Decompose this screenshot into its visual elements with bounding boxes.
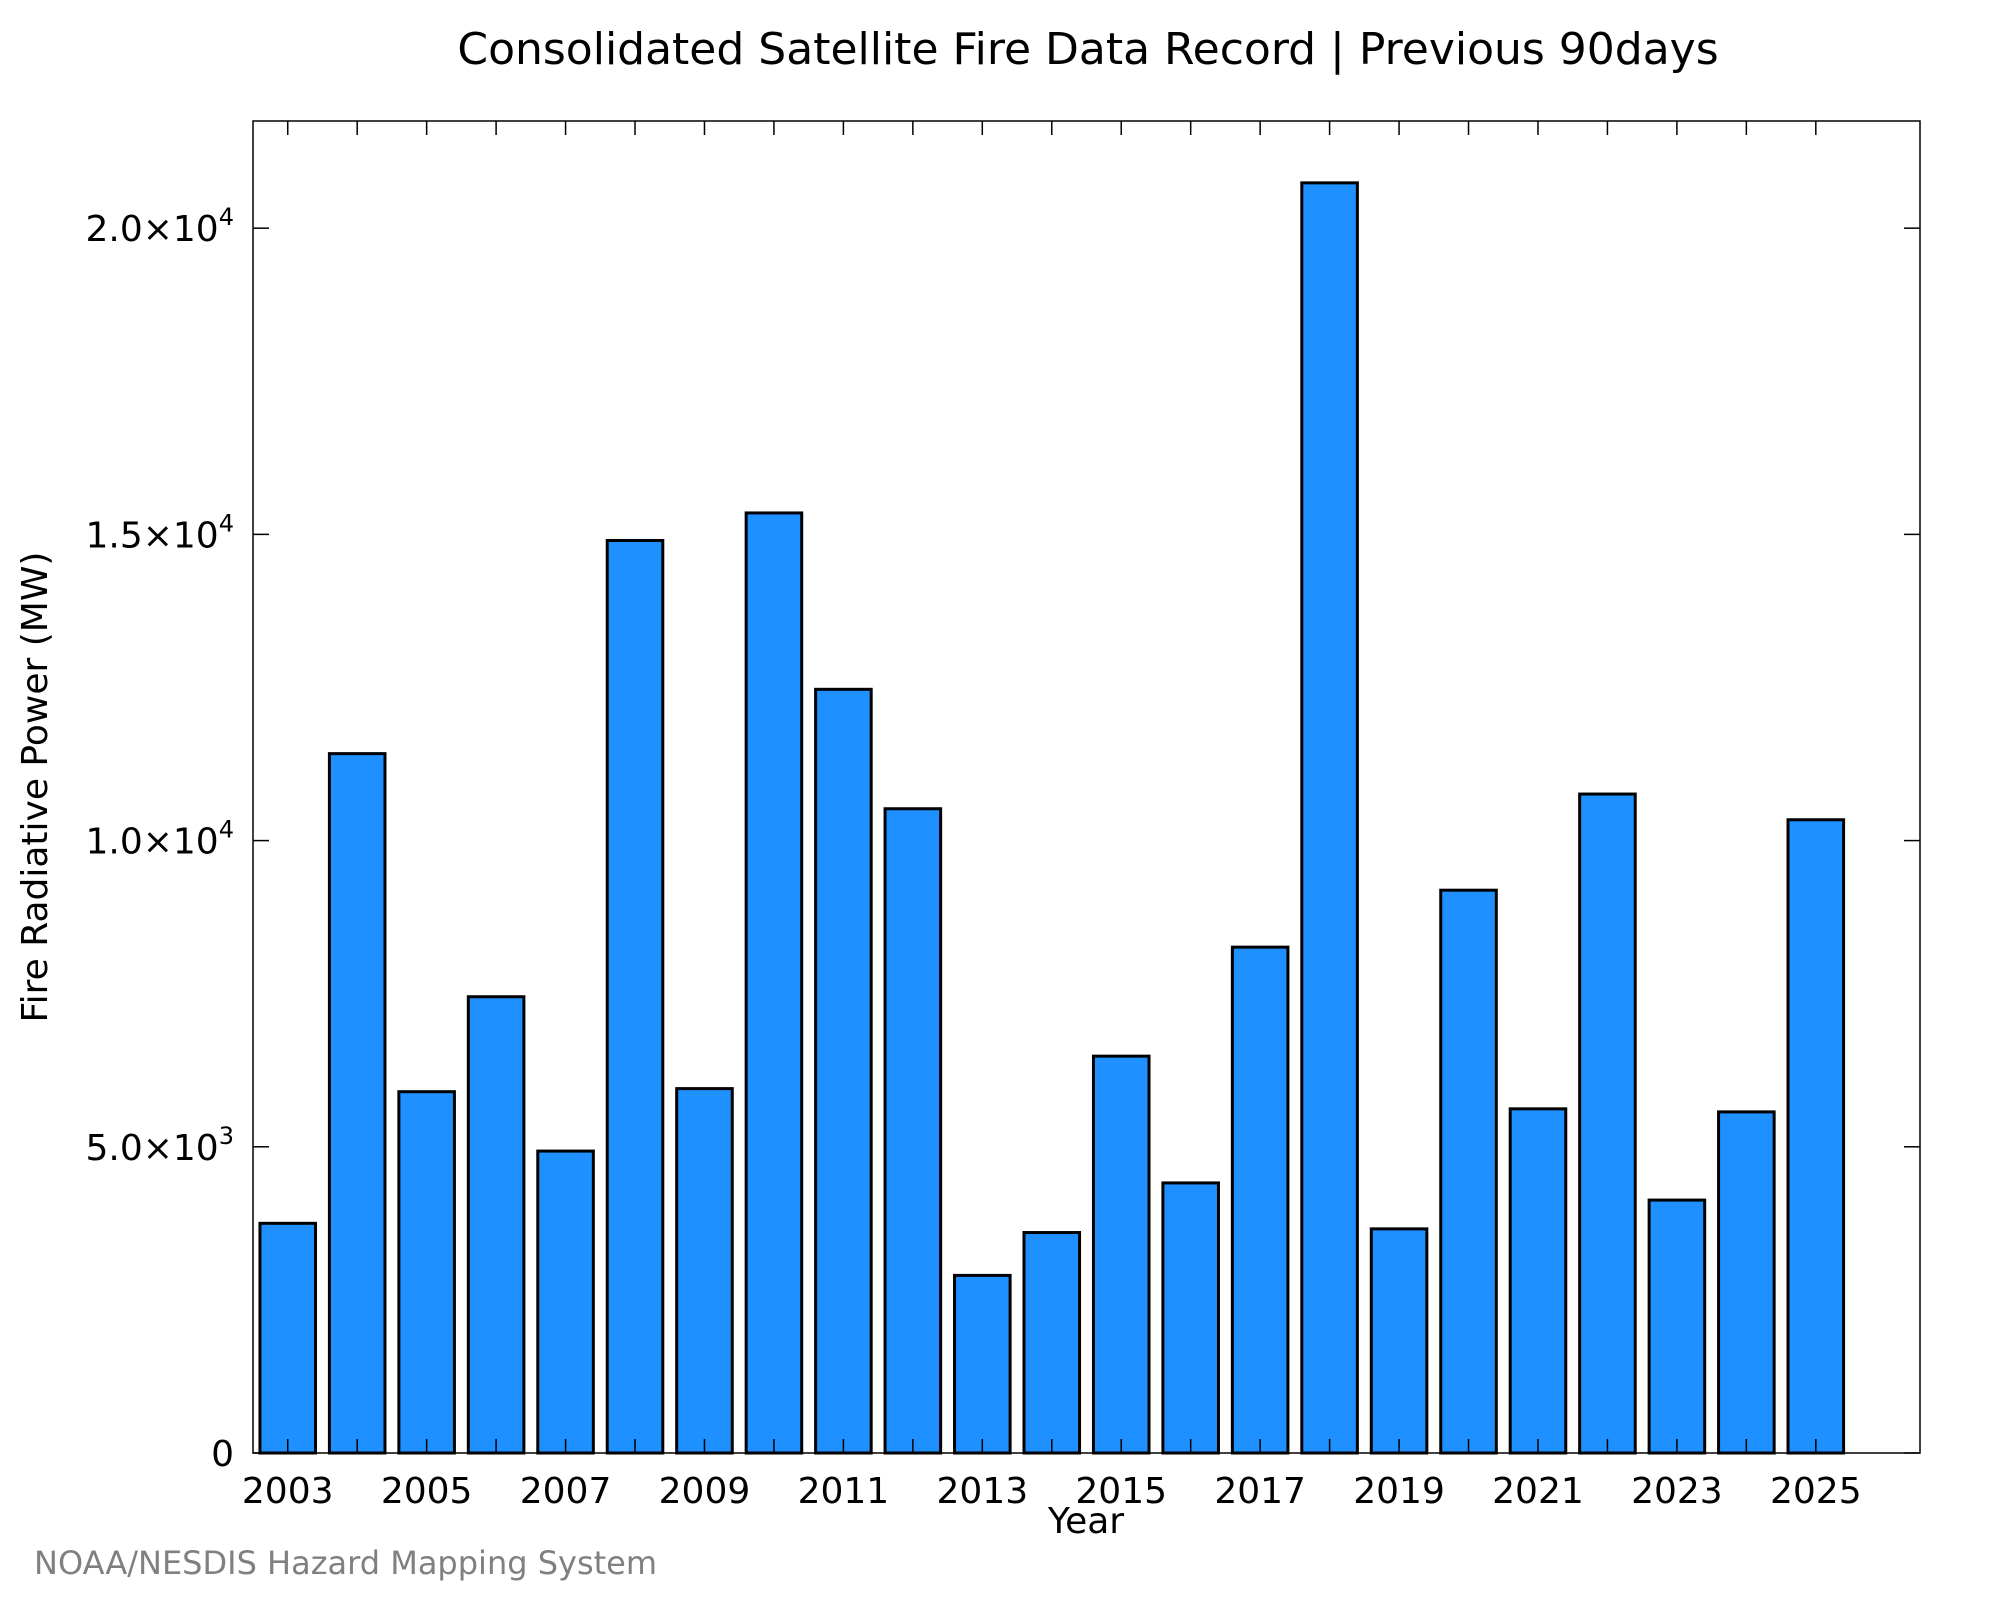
x-tick-label-2013: 2013 [937, 1471, 1029, 1512]
bar-2005 [397, 1090, 456, 1455]
bar-2004 [327, 752, 387, 1455]
x-axis: 2003 2005 2007 2009 2011 2013 2015 2017 2019 2021… [242, 121, 1862, 1512]
bar-2003 [258, 1221, 318, 1455]
y-tick-label-5000: 5.0×103 [85, 1122, 234, 1169]
bar-2025 [1786, 818, 1846, 1455]
bar-2014 [1022, 1231, 1082, 1455]
x-tick-label-2019: 2019 [1353, 1471, 1445, 1512]
x-tick-label-2023: 2023 [1631, 1471, 1723, 1512]
bar-2024 [1717, 1110, 1776, 1455]
bar-2012 [883, 807, 943, 1455]
bar-2021 [1508, 1107, 1568, 1455]
plot-frame [252, 120, 1921, 1454]
bar-2015 [1091, 1054, 1151, 1455]
bar-2009 [675, 1087, 734, 1455]
bar-2016 [1161, 1181, 1220, 1455]
bar-2007 [536, 1149, 595, 1455]
y-tick-label-10000: 1.0×104 [85, 816, 234, 863]
bar-2011 [814, 687, 873, 1455]
bar-2019 [1369, 1227, 1429, 1455]
x-tick-label-2007: 2007 [520, 1471, 612, 1512]
chart-title: Consolidated Satellite Fire Data Record … [457, 24, 1718, 75]
y-axis: 0 5.0×103 1.0×104 1.5×104 2.0×104 [85, 203, 1920, 1475]
bar-2018 [1300, 181, 1359, 1455]
bar-2020 [1439, 888, 1498, 1455]
x-tick-label-2011: 2011 [798, 1471, 890, 1512]
bars-group [258, 181, 1846, 1455]
x-tick-label-2009: 2009 [659, 1471, 751, 1512]
bar-2017 [1230, 945, 1290, 1455]
y-tick-label-20000: 2.0×104 [85, 203, 234, 250]
x-tick-label-2021: 2021 [1492, 1471, 1584, 1512]
bar-2013 [953, 1273, 1012, 1455]
bar-2022 [1578, 792, 1637, 1455]
y-axis-label: Fire Radiative Power (MW) [15, 552, 56, 1023]
y-tick-label-15000: 1.5×104 [85, 509, 234, 556]
bar-2023 [1647, 1198, 1707, 1455]
x-tick-label-2025: 2025 [1770, 1471, 1862, 1512]
x-tick-label-2003: 2003 [242, 1471, 334, 1512]
y-tick-label-0: 0 [211, 1434, 234, 1475]
x-tick-label-2017: 2017 [1214, 1471, 1306, 1512]
x-axis-label: Year [1047, 1501, 1124, 1542]
x-tick-label-2005: 2005 [381, 1471, 473, 1512]
bar-2006 [466, 995, 526, 1455]
bar-2010 [744, 511, 804, 1455]
credit-text: NOAA/NESDIS Hazard Mapping System [34, 1544, 657, 1582]
x-tick-label-2015: 2015 [1075, 1471, 1167, 1512]
bar-2008 [605, 539, 665, 1455]
